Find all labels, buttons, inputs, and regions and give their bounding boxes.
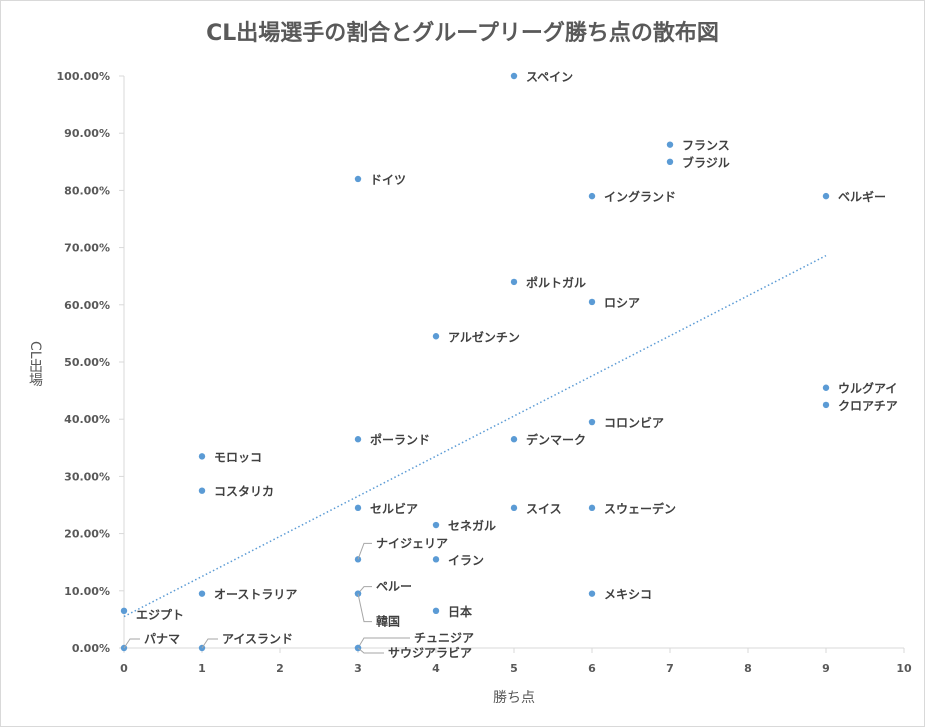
data-point [510,504,518,512]
y-tick-label: 50.00% [64,356,110,369]
data-label: イラン [448,553,484,567]
data-point [354,504,362,512]
data-label: イングランド [604,189,676,204]
x-tick-label: 5 [510,662,518,675]
data-point [588,418,596,426]
data-label: ポーランド [370,432,430,447]
data-point [510,72,518,80]
data-point [120,607,128,615]
leader-line [357,593,372,623]
data-point [432,607,440,615]
leader-line [357,542,372,560]
data-label: スイス [526,502,562,516]
data-point [588,590,596,597]
data-point [588,504,596,512]
data-label: モロッコ [214,450,262,464]
data-label: ポルトガル [526,275,586,290]
x-tick-label: 0 [120,662,128,675]
data-label: ウルグアイ [838,381,897,396]
data-label: ベルギー [838,189,886,204]
data-point [198,487,206,494]
data-label: スウェーデン [604,501,676,516]
x-tick-label: 8 [744,662,752,675]
y-tick-label: 30.00% [64,470,110,483]
data-label: アルゼンチン [448,329,520,344]
data-label: セネガル [448,518,496,533]
y-tick-label: 10.00% [64,585,110,598]
y-tick-label: 0.00% [72,642,110,655]
data-label: サウジアラビア [388,645,472,660]
data-label: エジプト [136,607,184,622]
x-tick-label: 9 [822,662,830,675]
data-point [822,192,830,200]
y-tick-label: 100.00% [57,70,110,83]
y-tick-label: 60.00% [64,299,110,312]
data-point [432,333,440,340]
leader-line [201,638,218,649]
data-label: ドイツ [370,173,406,187]
data-point [510,278,518,286]
x-axis-title: 勝ち点 [493,690,535,706]
data-label: 韓国 [376,614,400,629]
data-label: ペルー [376,580,412,594]
leader-line [357,647,384,654]
x-tick-label: 4 [432,662,440,675]
y-tick-label: 90.00% [64,127,110,140]
data-label: パナマ [144,632,180,646]
x-tick-label: 1 [198,662,206,675]
y-axis-title: CL出場 [27,341,43,387]
data-point [588,298,596,306]
data-point [822,401,830,409]
data-label: クロアチア [838,399,898,413]
data-point [666,141,674,148]
x-tick-label: 3 [354,662,362,675]
data-label: ブラジル [682,155,730,170]
data-point [666,158,674,165]
leader-line [123,638,140,649]
y-tick-label: 80.00% [64,184,110,197]
y-tick-label: 20.00% [64,528,110,541]
data-point [198,453,206,460]
data-label: コスタリカ [214,485,274,499]
data-label: オーストラリア [214,588,297,602]
data-point [588,192,596,200]
y-tick-label: 70.00% [64,242,110,255]
data-point [432,556,440,563]
data-label: チュニジア [414,631,474,645]
data-point [822,384,830,391]
data-label: スペイン [526,70,573,84]
data-label: ナイジェリア [376,536,448,550]
x-tick-label: 2 [276,662,284,675]
data-point [354,175,362,183]
leader-line [357,637,410,649]
data-label: コロンビア [604,415,664,430]
data-point [432,521,440,529]
data-point [198,590,206,597]
x-tick-label: 7 [666,662,674,675]
x-tick-label: 6 [588,662,596,675]
data-label: フランス [682,139,730,153]
data-label: セルビア [370,501,418,516]
data-label: ロシア [604,296,640,310]
data-label: デンマーク [526,432,586,447]
data-point [510,436,518,443]
data-point [354,436,362,443]
data-label: メキシコ [604,588,652,602]
data-label: 日本 [448,604,472,619]
y-tick-label: 40.00% [64,413,110,426]
data-label: アイスランド [222,632,293,646]
chart-title: CL出場選手の割合とグループリーグ勝ち点の散布図 [206,21,719,46]
x-tick-label: 10 [896,662,912,675]
